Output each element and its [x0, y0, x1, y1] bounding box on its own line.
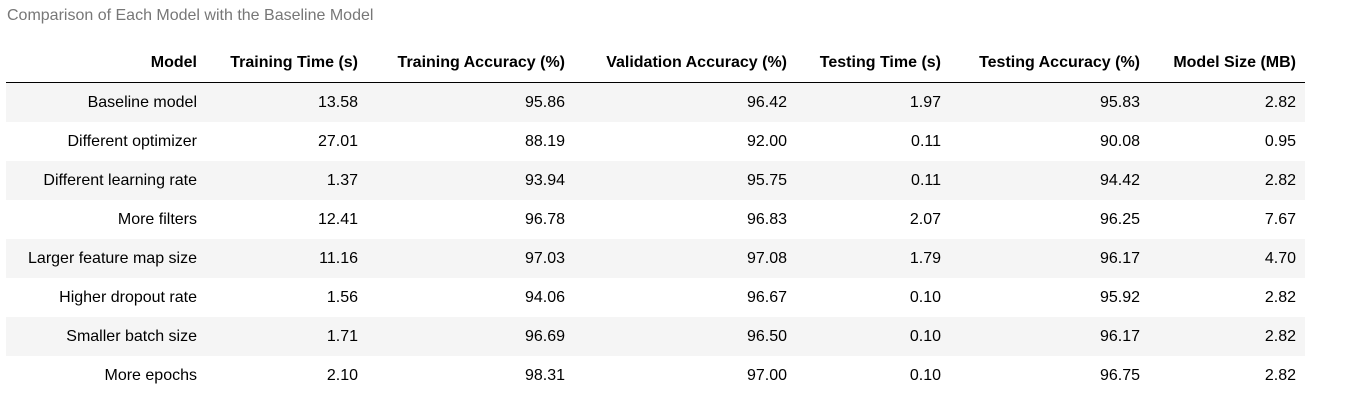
- column-header-training-accuracy: Training Accuracy (%): [367, 44, 574, 83]
- cell-testing-time: 0.10: [796, 278, 950, 317]
- cell-model: More filters: [6, 200, 206, 239]
- cell-training-time: 13.58: [206, 82, 367, 122]
- cell-validation-accuracy: 95.75: [574, 161, 796, 200]
- cell-testing-time: 0.11: [796, 122, 950, 161]
- cell-validation-accuracy: 97.08: [574, 239, 796, 278]
- table-row: Different learning rate 1.37 93.94 95.75…: [6, 161, 1305, 200]
- comparison-table: Model Training Time (s) Training Accurac…: [6, 44, 1305, 395]
- cell-model-size: 2.82: [1149, 82, 1305, 122]
- table-caption: Comparison of Each Model with the Baseli…: [7, 7, 374, 24]
- cell-testing-time: 1.79: [796, 239, 950, 278]
- cell-testing-accuracy: 96.25: [950, 200, 1149, 239]
- cell-model-size: 0.95: [1149, 122, 1305, 161]
- cell-testing-accuracy: 94.42: [950, 161, 1149, 200]
- table-body: Baseline model 13.58 95.86 96.42 1.97 95…: [6, 82, 1305, 395]
- cell-model: Different optimizer: [6, 122, 206, 161]
- cell-testing-time: 2.07: [796, 200, 950, 239]
- column-header-testing-time: Testing Time (s): [796, 44, 950, 83]
- cell-training-accuracy: 94.06: [367, 278, 574, 317]
- cell-testing-accuracy: 90.08: [950, 122, 1149, 161]
- cell-training-accuracy: 88.19: [367, 122, 574, 161]
- cell-model: Larger feature map size: [6, 239, 206, 278]
- header-row: Model Training Time (s) Training Accurac…: [6, 44, 1305, 83]
- cell-testing-accuracy: 96.75: [950, 356, 1149, 395]
- cell-validation-accuracy: 96.42: [574, 82, 796, 122]
- cell-validation-accuracy: 96.67: [574, 278, 796, 317]
- cell-testing-accuracy: 96.17: [950, 317, 1149, 356]
- cell-validation-accuracy: 96.50: [574, 317, 796, 356]
- table-row: More filters 12.41 96.78 96.83 2.07 96.2…: [6, 200, 1305, 239]
- cell-validation-accuracy: 92.00: [574, 122, 796, 161]
- cell-model: Smaller batch size: [6, 317, 206, 356]
- cell-training-accuracy: 96.78: [367, 200, 574, 239]
- cell-training-accuracy: 95.86: [367, 82, 574, 122]
- cell-model: Different learning rate: [6, 161, 206, 200]
- cell-training-time: 12.41: [206, 200, 367, 239]
- table-row: Smaller batch size 1.71 96.69 96.50 0.10…: [6, 317, 1305, 356]
- cell-model-size: 2.82: [1149, 161, 1305, 200]
- cell-training-accuracy: 98.31: [367, 356, 574, 395]
- table-row: More epochs 2.10 98.31 97.00 0.10 96.75 …: [6, 356, 1305, 395]
- cell-testing-accuracy: 95.83: [950, 82, 1149, 122]
- cell-model-size: 2.82: [1149, 317, 1305, 356]
- cell-validation-accuracy: 96.83: [574, 200, 796, 239]
- cell-training-time: 1.56: [206, 278, 367, 317]
- table-header: Model Training Time (s) Training Accurac…: [6, 44, 1305, 83]
- cell-training-accuracy: 97.03: [367, 239, 574, 278]
- cell-model: Baseline model: [6, 82, 206, 122]
- column-header-testing-accuracy: Testing Accuracy (%): [950, 44, 1149, 83]
- cell-training-time: 1.37: [206, 161, 367, 200]
- table-row: Different optimizer 27.01 88.19 92.00 0.…: [6, 122, 1305, 161]
- cell-training-accuracy: 96.69: [367, 317, 574, 356]
- cell-testing-time: 0.10: [796, 317, 950, 356]
- table-row: Higher dropout rate 1.56 94.06 96.67 0.1…: [6, 278, 1305, 317]
- cell-testing-time: 0.10: [796, 356, 950, 395]
- cell-testing-time: 1.97: [796, 82, 950, 122]
- column-header-training-time: Training Time (s): [206, 44, 367, 83]
- cell-model: More epochs: [6, 356, 206, 395]
- cell-model-size: 2.82: [1149, 356, 1305, 395]
- cell-validation-accuracy: 97.00: [574, 356, 796, 395]
- cell-testing-accuracy: 95.92: [950, 278, 1149, 317]
- table-row: Larger feature map size 11.16 97.03 97.0…: [6, 239, 1305, 278]
- cell-training-time: 2.10: [206, 356, 367, 395]
- cell-model-size: 4.70: [1149, 239, 1305, 278]
- cell-testing-accuracy: 96.17: [950, 239, 1149, 278]
- cell-training-accuracy: 93.94: [367, 161, 574, 200]
- column-header-model: Model: [6, 44, 206, 83]
- cell-model-size: 7.67: [1149, 200, 1305, 239]
- column-header-model-size: Model Size (MB): [1149, 44, 1305, 83]
- cell-training-time: 1.71: [206, 317, 367, 356]
- cell-testing-time: 0.11: [796, 161, 950, 200]
- column-header-validation-accuracy: Validation Accuracy (%): [574, 44, 796, 83]
- cell-model: Higher dropout rate: [6, 278, 206, 317]
- cell-model-size: 2.82: [1149, 278, 1305, 317]
- cell-training-time: 11.16: [206, 239, 367, 278]
- cell-training-time: 27.01: [206, 122, 367, 161]
- table-row: Baseline model 13.58 95.86 96.42 1.97 95…: [6, 82, 1305, 122]
